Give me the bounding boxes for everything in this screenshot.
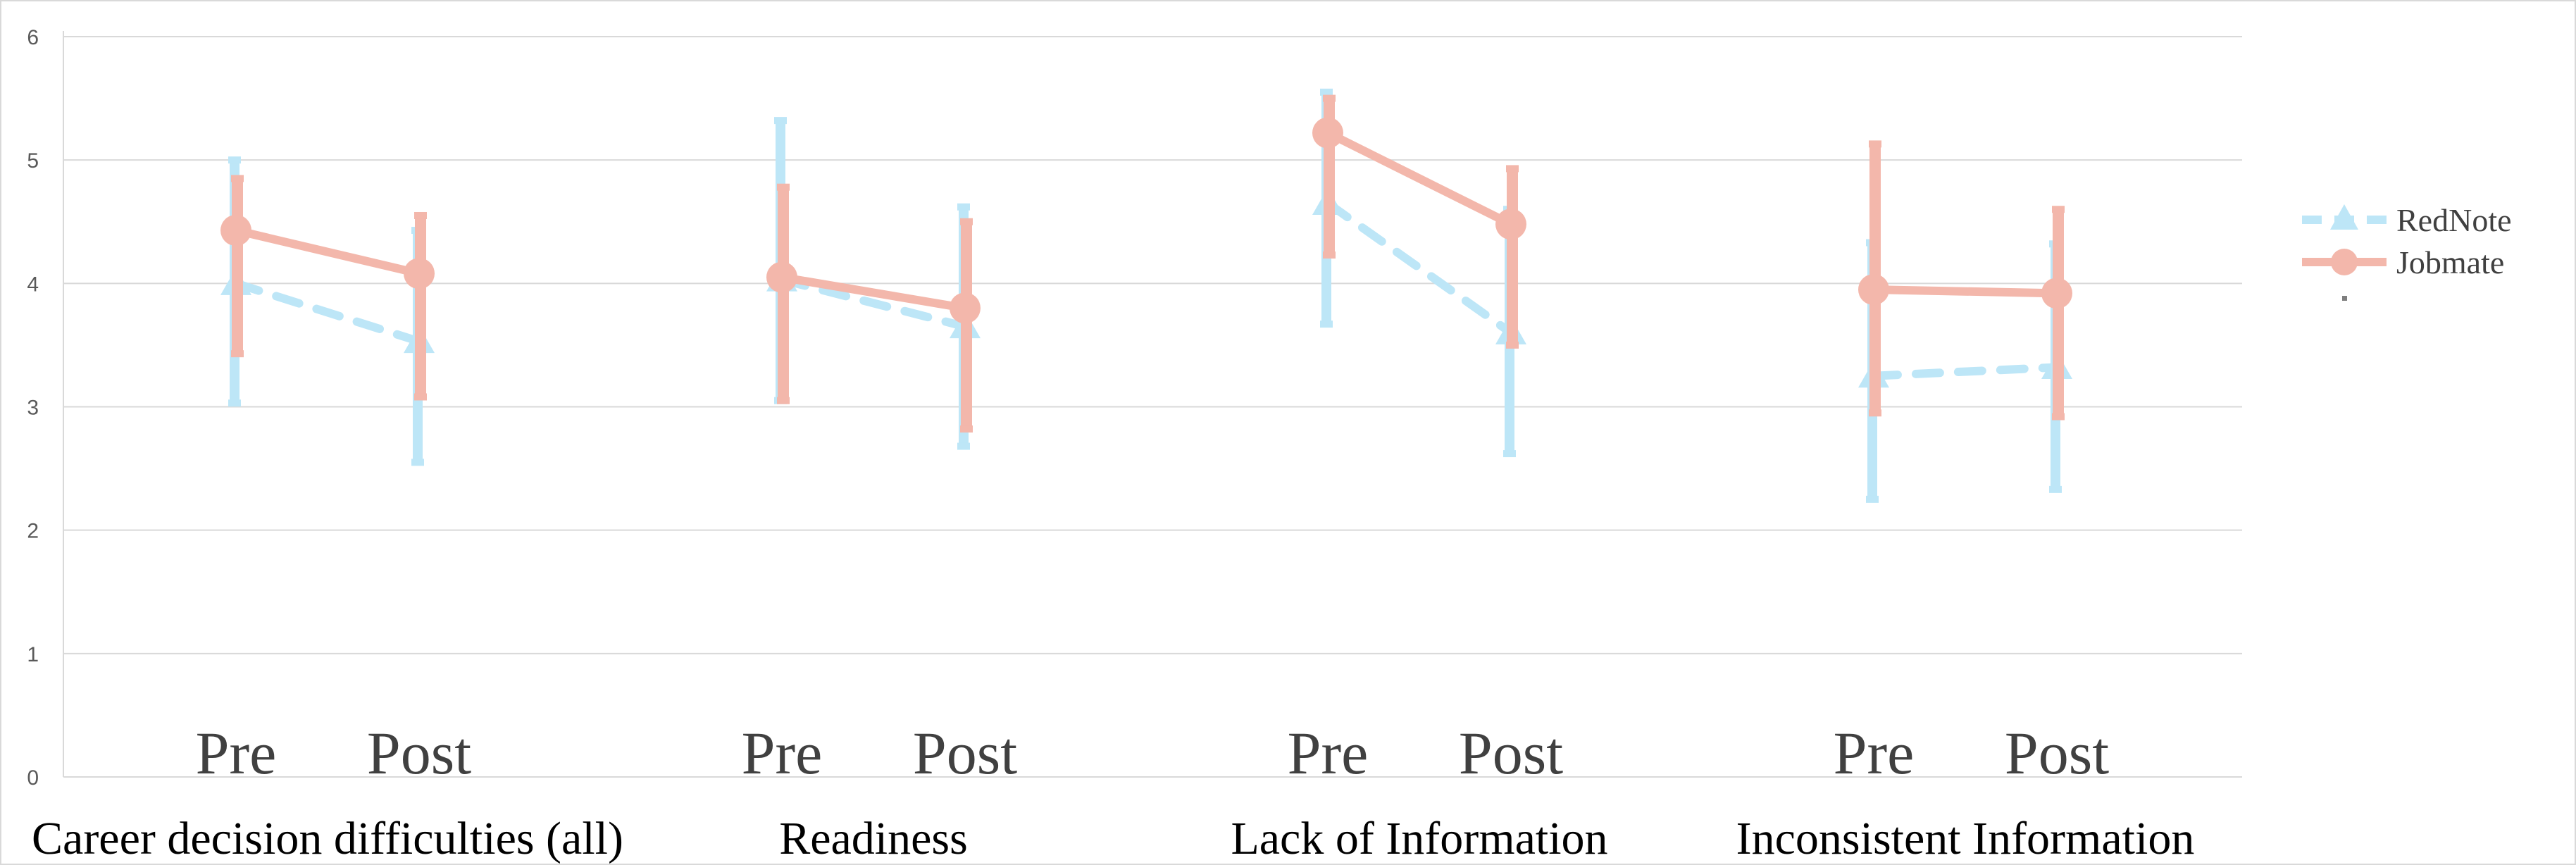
error-cap (1506, 341, 1519, 349)
group-label: Career decision difficulties (all) (32, 813, 623, 864)
error-cap (1320, 321, 1333, 328)
data-point-circle (220, 215, 251, 247)
legend-extra-marker (2342, 296, 2347, 301)
y-tick-label: 1 (27, 643, 39, 666)
data-point-circle (2041, 278, 2072, 309)
data-point-circle (950, 292, 981, 324)
error-cap (2052, 413, 2065, 421)
data-point-circle (1312, 117, 1343, 149)
error-cap (1869, 409, 1881, 417)
legend-label: RedNote (2396, 202, 2512, 238)
series-line (1869, 363, 2061, 380)
error-cap (960, 218, 973, 225)
y-tick-label: 5 (27, 149, 39, 173)
group-label: Inconsistent Information (1736, 813, 2195, 864)
data-point-circle (766, 261, 797, 293)
error-cap (414, 393, 427, 401)
error-cap (1320, 88, 1333, 96)
error-cap (1506, 165, 1519, 173)
group-label: Readiness (779, 813, 968, 864)
y-tick-label: 0 (27, 766, 39, 790)
series-line (778, 275, 969, 331)
y-tick-label: 6 (27, 26, 39, 49)
error-cap (774, 117, 787, 125)
timepoint-label: Pre (742, 719, 823, 787)
series-line (1869, 285, 2061, 298)
y-tick-label: 2 (27, 520, 39, 543)
data-point-circle (1495, 209, 1526, 240)
error-cap (2052, 206, 2065, 213)
timepoint-label: Pre (1834, 719, 1915, 787)
timepoint-label: Post (367, 719, 471, 787)
legend-label: Jobmate (2396, 244, 2504, 280)
timepoint-label: Post (913, 719, 1017, 787)
timepoint-label: Post (2005, 719, 2109, 787)
error-cap (228, 156, 241, 164)
data-point-circle (1858, 274, 1889, 306)
error-cap (957, 442, 970, 450)
error-cap (1323, 94, 1336, 102)
error-cap (414, 211, 427, 219)
group-label: Lack of Information (1231, 813, 1607, 864)
y-tick-label: 4 (27, 273, 39, 296)
error-cap (228, 399, 241, 407)
legend-marker-circle (2331, 249, 2358, 275)
error-cap (1866, 495, 1879, 503)
data-point-circle (404, 258, 435, 290)
error-cap (777, 183, 790, 191)
legend-marker-triangle (2330, 204, 2358, 230)
error-cap (1503, 450, 1516, 458)
timepoint-label: Pre (1288, 719, 1369, 787)
series-line (232, 279, 423, 346)
error-cap (1869, 140, 1881, 148)
y-tick-label: 3 (27, 397, 39, 420)
error-cap (777, 397, 790, 404)
series-line (1324, 199, 1515, 337)
timepoint-label: Post (1459, 719, 1563, 787)
error-cap (411, 459, 424, 466)
error-cap (231, 350, 244, 358)
error-cap (1323, 251, 1336, 259)
series-line (778, 273, 969, 313)
series-line (1324, 128, 1515, 229)
error-cap (960, 425, 973, 433)
series-jobmate (220, 94, 2072, 433)
error-cap (231, 175, 244, 182)
error-cap (957, 203, 970, 211)
timepoint-label: Pre (196, 719, 277, 787)
series-line (232, 226, 423, 278)
error-cap (2049, 485, 2062, 493)
series-rednote (220, 88, 2072, 503)
